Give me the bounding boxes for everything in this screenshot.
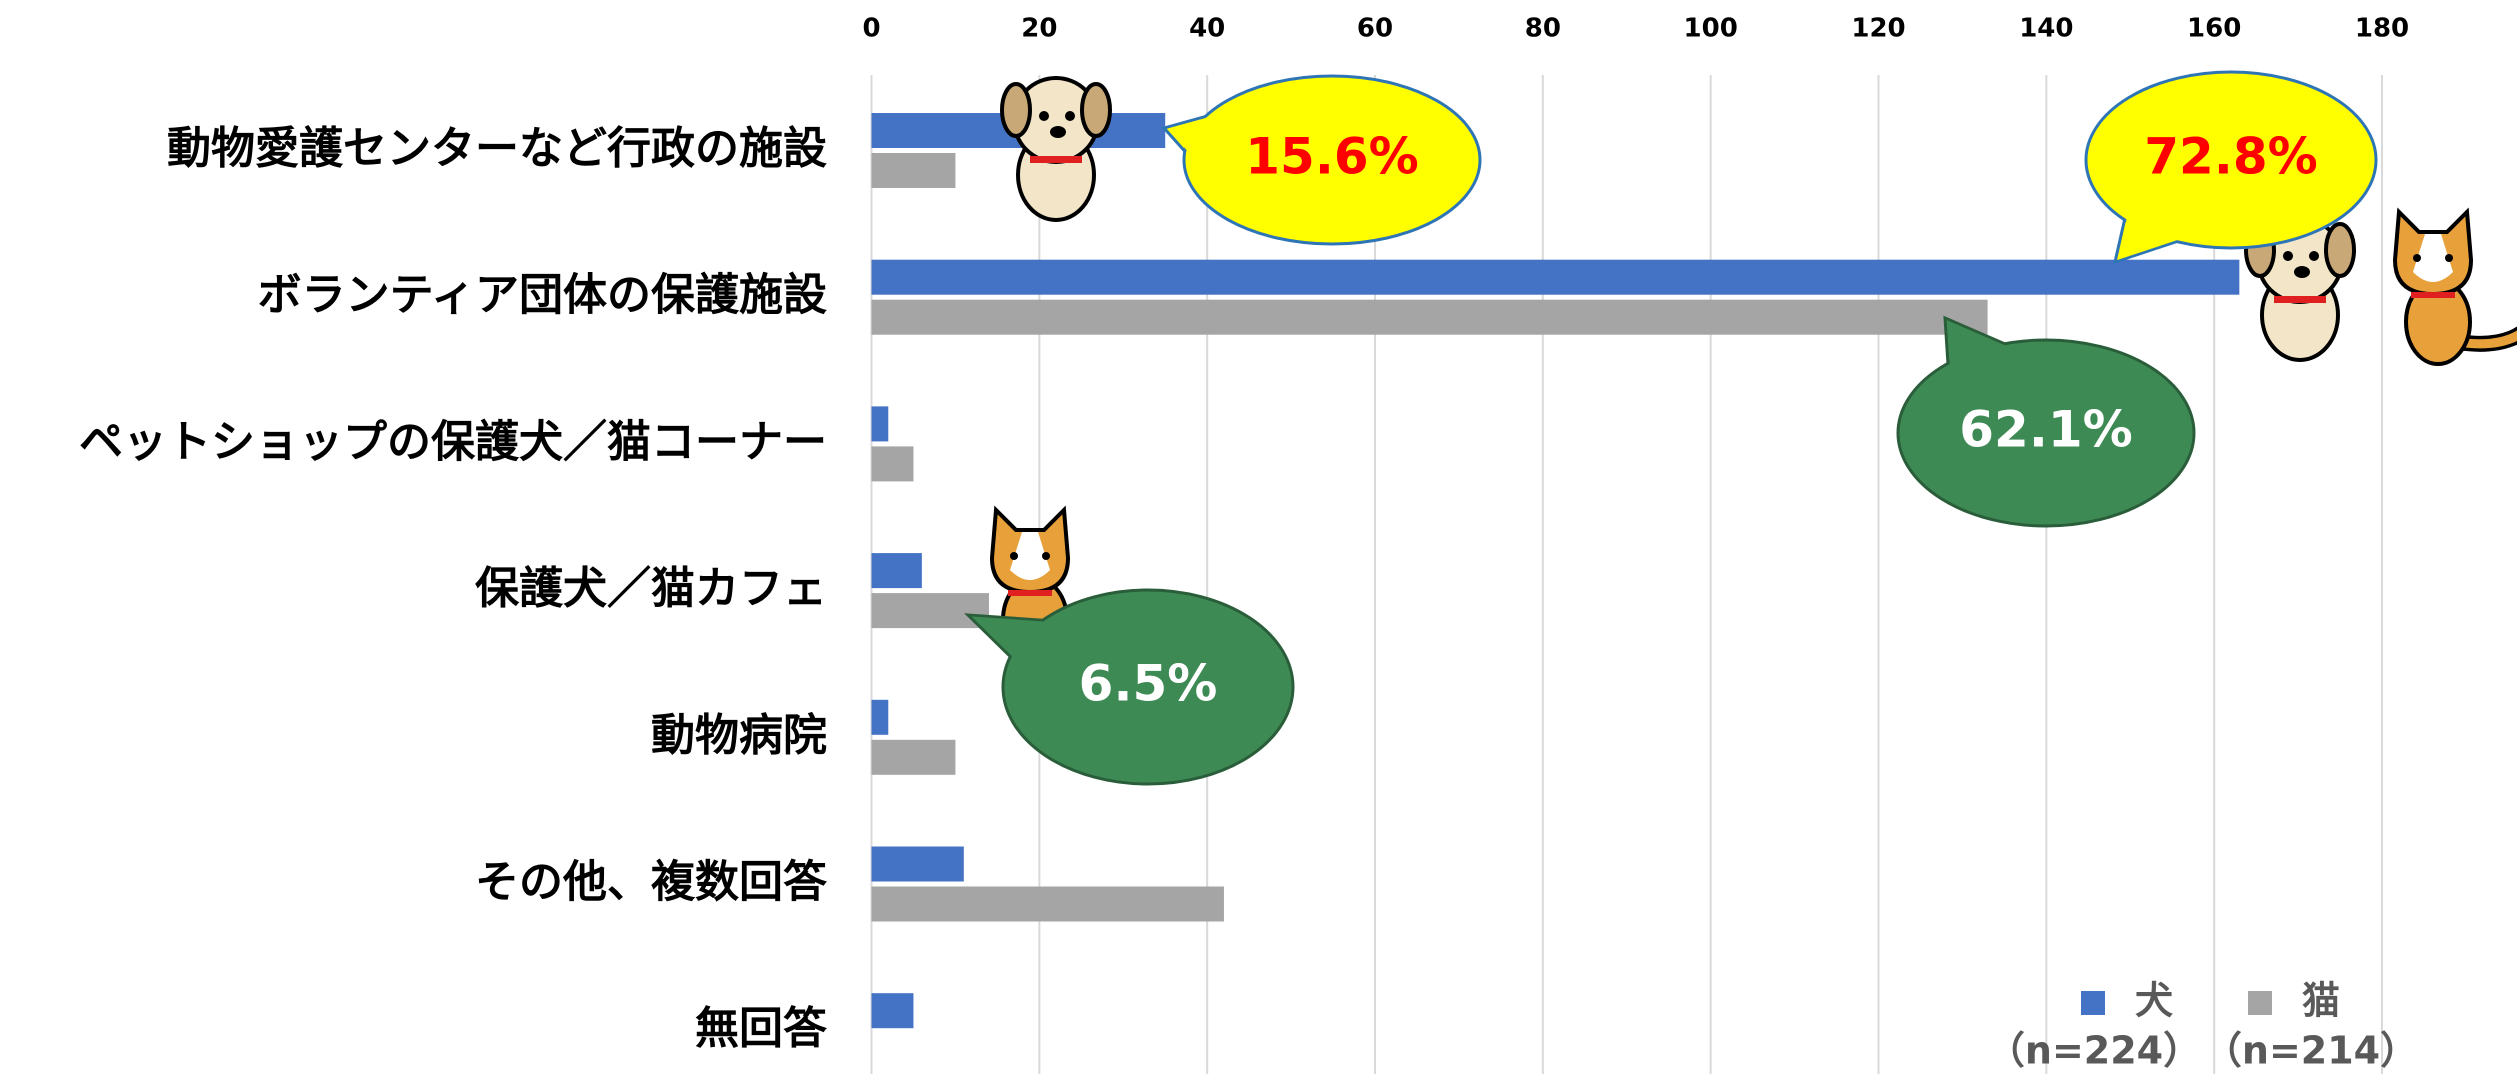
y-tick-label: ペットショップの保護犬／猫コーナー: [79, 416, 827, 467]
x-tick-label: 80: [1525, 14, 1561, 44]
callout-tail-cover: [971, 616, 1047, 659]
legend-sample: （n=214）: [2204, 1029, 2418, 1073]
bar: [871, 886, 1224, 922]
y-tick-label: ボランティア団体の保護施設: [258, 270, 827, 321]
callout: [2084, 70, 2378, 250]
callout-label: 62.1%: [1959, 401, 2132, 459]
callout-label: 72.8%: [2144, 128, 2317, 186]
dog-nose: [1050, 126, 1066, 138]
y-tick-label: 無回答: [695, 1003, 828, 1054]
bar: [871, 299, 1988, 335]
legend-label: 犬: [2135, 979, 2173, 1023]
callout-tail-cover: [1167, 117, 1209, 152]
x-tick-label: 60: [1357, 14, 1393, 44]
x-tick-label: 180: [2355, 14, 2409, 44]
bar: [871, 446, 914, 482]
dog-eye: [1039, 111, 1049, 121]
x-tick-label: 120: [1851, 14, 1905, 44]
x-tick-label: 40: [1189, 14, 1225, 44]
dog-eye: [2309, 251, 2319, 261]
legend-sample: （n=224）: [1987, 1029, 2201, 1073]
cat-face: [2413, 234, 2453, 282]
cat-collar: [2411, 292, 2455, 298]
callout-tail-cover: [1947, 320, 2007, 366]
legend-swatch: [2248, 991, 2272, 1015]
callout-label: 15.6%: [1245, 128, 1418, 186]
dog-icon: [1000, 76, 1112, 222]
bar: [871, 846, 964, 882]
dog-ear: [2324, 222, 2356, 278]
cat-eye: [2413, 254, 2421, 262]
x-tick-label: 20: [1021, 14, 1057, 44]
dog-ear: [1080, 82, 1112, 138]
dog-collar: [2274, 296, 2326, 303]
cat-eye: [1042, 552, 1050, 560]
y-tick-label: 動物病院: [651, 710, 827, 761]
callout: [1001, 588, 1295, 786]
bar: [871, 739, 956, 775]
legend-label: 猫: [2302, 979, 2340, 1023]
x-tick-label: 0: [862, 14, 880, 44]
bar: [871, 553, 922, 589]
dog-collar: [1030, 156, 1082, 163]
cat-eye: [2445, 254, 2453, 262]
bar: [871, 993, 914, 1029]
dog-ear: [1000, 82, 1032, 138]
callout-tail-cover: [2117, 217, 2179, 260]
x-tick-label: 100: [1684, 14, 1738, 44]
bar: [871, 153, 956, 188]
cat-face: [1010, 532, 1050, 580]
cat-collar: [1008, 590, 1052, 596]
bar: [871, 406, 889, 442]
dog-eye: [1065, 111, 1075, 121]
dog-nose: [2294, 266, 2310, 278]
cat-eye: [1010, 552, 1018, 560]
callout: [1182, 74, 1482, 246]
y-tick-label: その他、複数回答: [475, 857, 828, 908]
y-tick-label: 保護犬／猫カフェ: [475, 563, 827, 614]
cat-tail: [2457, 330, 2517, 349]
bar: [871, 593, 989, 629]
callout: [1896, 338, 2196, 528]
cat-icon: [2392, 207, 2517, 366]
y-tick-label: 動物愛護センターなど行政の施設: [167, 123, 827, 174]
bar: [871, 699, 889, 735]
bar: [871, 259, 2240, 295]
callout-label: 6.5%: [1079, 655, 1218, 713]
x-tick-label: 160: [2187, 14, 2241, 44]
x-tick-label: 140: [2019, 14, 2073, 44]
legend-swatch: [2081, 991, 2105, 1015]
dog-eye: [2283, 251, 2293, 261]
